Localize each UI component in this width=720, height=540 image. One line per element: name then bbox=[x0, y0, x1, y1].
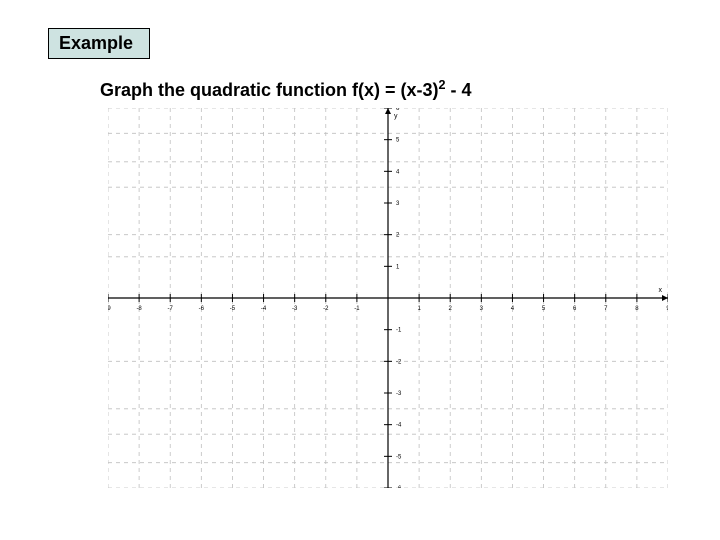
svg-text:7: 7 bbox=[604, 306, 608, 312]
svg-text:5: 5 bbox=[542, 306, 546, 312]
svg-text:4: 4 bbox=[396, 169, 400, 175]
svg-text:8: 8 bbox=[635, 306, 639, 312]
svg-text:-2: -2 bbox=[396, 359, 402, 365]
page-title: Graph the quadratic function f(x) = (x-3… bbox=[100, 78, 472, 101]
svg-text:-5: -5 bbox=[230, 306, 236, 312]
svg-text:6: 6 bbox=[573, 306, 577, 312]
svg-text:-5: -5 bbox=[396, 454, 402, 460]
svg-text:-6: -6 bbox=[199, 306, 205, 312]
svg-text:3: 3 bbox=[396, 201, 400, 207]
example-tag: Example bbox=[48, 28, 150, 59]
svg-text:3: 3 bbox=[480, 306, 484, 312]
svg-text:5: 5 bbox=[396, 138, 400, 144]
svg-text:-2: -2 bbox=[323, 306, 329, 312]
svg-text:2: 2 bbox=[449, 306, 453, 312]
svg-text:-6: -6 bbox=[396, 486, 402, 488]
title-hshift: -3) bbox=[417, 80, 439, 100]
svg-text:-9: -9 bbox=[108, 306, 111, 312]
svg-text:-4: -4 bbox=[261, 306, 267, 312]
svg-text:-7: -7 bbox=[168, 306, 174, 312]
svg-text:-1: -1 bbox=[396, 328, 402, 334]
svg-text:-4: -4 bbox=[396, 423, 402, 429]
svg-text:2: 2 bbox=[396, 233, 400, 239]
grid-svg: -9 -8 -7 -6 -5 -4 -3 -2 -1 1 2 3 4 5 6 7 8 9 -6 -5 -4 -3 -2 -1 1… bbox=[108, 108, 668, 488]
svg-text:-3: -3 bbox=[396, 391, 402, 397]
coordinate-grid-chart: -9 -8 -7 -6 -5 -4 -3 -2 -1 1 2 3 4 5 6 7 8 9 -6 -5 -4 -3 -2 -1 1… bbox=[108, 108, 668, 488]
svg-text:1: 1 bbox=[396, 264, 400, 270]
svg-text:-8: -8 bbox=[136, 306, 142, 312]
svg-text:9: 9 bbox=[666, 306, 668, 312]
title-suffix: - 4 bbox=[446, 80, 472, 100]
svg-text:6: 6 bbox=[396, 108, 400, 112]
title-exponent: 2 bbox=[439, 78, 446, 92]
svg-text:x: x bbox=[659, 287, 663, 294]
svg-text:-3: -3 bbox=[292, 306, 298, 312]
title-prefix: Graph the quadratic function f(x) = (x bbox=[100, 80, 417, 100]
svg-text:-1: -1 bbox=[354, 306, 360, 312]
svg-text:1: 1 bbox=[417, 306, 421, 312]
svg-text:4: 4 bbox=[511, 306, 515, 312]
example-tag-text: Example bbox=[59, 33, 133, 53]
svg-text:y: y bbox=[394, 113, 398, 120]
